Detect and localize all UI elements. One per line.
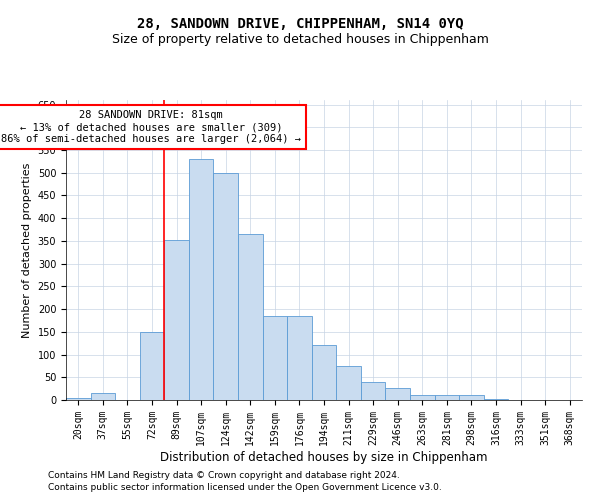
Bar bbox=[214, 172, 238, 400]
Bar bbox=[361, 382, 385, 400]
Bar bbox=[385, 388, 410, 400]
Text: 28, SANDOWN DRIVE, CHIPPENHAM, SN14 0YQ: 28, SANDOWN DRIVE, CHIPPENHAM, SN14 0YQ bbox=[137, 18, 463, 32]
Text: Size of property relative to detached houses in Chippenham: Size of property relative to detached ho… bbox=[112, 32, 488, 46]
Bar bbox=[312, 346, 336, 400]
Bar bbox=[91, 393, 115, 400]
Y-axis label: Number of detached properties: Number of detached properties bbox=[22, 162, 32, 338]
Bar bbox=[164, 240, 189, 400]
Bar bbox=[434, 394, 459, 400]
Bar bbox=[336, 366, 361, 400]
Bar bbox=[459, 396, 484, 400]
Text: 28 SANDOWN DRIVE: 81sqm
← 13% of detached houses are smaller (309)
86% of semi-d: 28 SANDOWN DRIVE: 81sqm ← 13% of detache… bbox=[1, 110, 301, 144]
Bar bbox=[189, 159, 214, 400]
Text: Contains HM Land Registry data © Crown copyright and database right 2024.: Contains HM Land Registry data © Crown c… bbox=[48, 471, 400, 480]
Text: Contains public sector information licensed under the Open Government Licence v3: Contains public sector information licen… bbox=[48, 484, 442, 492]
Bar bbox=[287, 316, 312, 400]
Bar bbox=[484, 398, 508, 400]
Bar bbox=[140, 332, 164, 400]
Bar bbox=[238, 234, 263, 400]
Bar bbox=[263, 316, 287, 400]
X-axis label: Distribution of detached houses by size in Chippenham: Distribution of detached houses by size … bbox=[160, 450, 488, 464]
Bar bbox=[410, 394, 434, 400]
Bar bbox=[66, 398, 91, 400]
